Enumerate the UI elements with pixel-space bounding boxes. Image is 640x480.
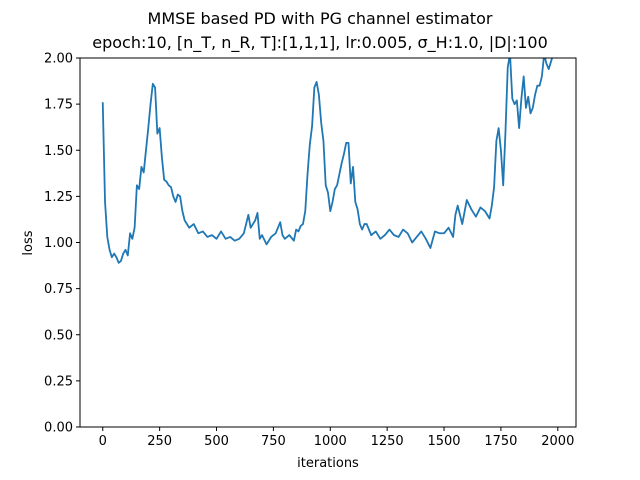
x-tick-label: 1500 xyxy=(427,434,460,449)
y-axis-label: loss xyxy=(21,230,36,255)
y-tick-label: 1.00 xyxy=(44,236,73,251)
x-axis-label: iterations xyxy=(297,456,359,471)
y-tick-label: 1.75 xyxy=(44,98,73,113)
y-tick-label: 2.00 xyxy=(44,52,73,67)
plot-area: 0 250 500 750 1000 1250 1500 1750 2000 0.00 0.25 0.… xyxy=(44,52,577,449)
y-tick-label: 0.75 xyxy=(44,282,73,297)
x-tick-label: 500 xyxy=(204,434,229,449)
y-tick-label: 0.25 xyxy=(44,374,73,389)
chart-subtitle: epoch:10, [n_T, n_R, T]:[1,1,1], lr:0.00… xyxy=(92,33,548,53)
chart-title: MMSE based PD with PG channel estimator xyxy=(148,9,493,28)
axes-frame xyxy=(79,57,577,428)
x-tick-label: 250 xyxy=(147,434,172,449)
y-tick-label: 0.00 xyxy=(44,421,73,436)
x-tick-label: 1250 xyxy=(371,434,404,449)
x-tick-label: 2000 xyxy=(541,434,574,449)
x-tick-label: 1000 xyxy=(314,434,347,449)
y-tick-label: 0.50 xyxy=(44,328,73,343)
x-tick-label: 750 xyxy=(261,434,286,449)
x-tick-label: 1750 xyxy=(484,434,517,449)
y-tick-label: 1.50 xyxy=(44,144,73,159)
series-line-0 xyxy=(101,58,554,264)
x-tick-label: 0 xyxy=(99,434,107,449)
y-tick-label: 1.25 xyxy=(44,190,73,205)
